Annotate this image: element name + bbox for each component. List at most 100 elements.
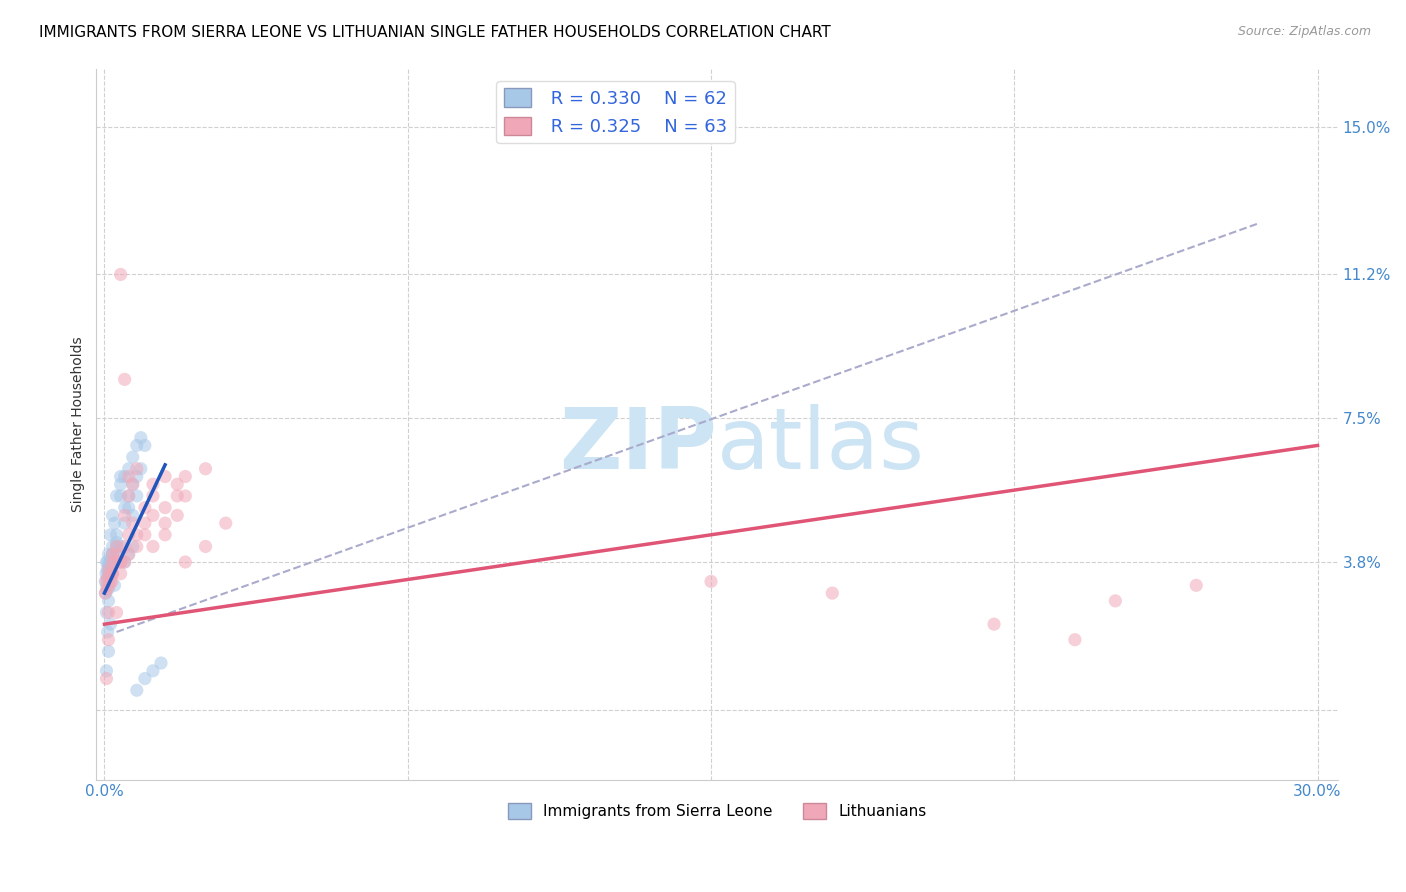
Point xyxy=(100,555,122,569)
Point xyxy=(121,477,143,491)
Point xyxy=(97,644,120,658)
Point xyxy=(97,566,120,581)
Point xyxy=(110,555,132,569)
Point xyxy=(101,566,124,581)
Point xyxy=(121,450,143,464)
Point xyxy=(118,469,141,483)
Point xyxy=(125,540,148,554)
Point xyxy=(121,516,143,530)
Point xyxy=(96,555,118,569)
Point xyxy=(97,594,120,608)
Point xyxy=(103,555,125,569)
Point xyxy=(129,462,152,476)
Point xyxy=(100,555,122,569)
Point xyxy=(105,535,128,549)
Point xyxy=(100,555,122,569)
Point xyxy=(110,268,132,282)
Point xyxy=(97,606,120,620)
Point xyxy=(97,547,120,561)
Point xyxy=(100,617,122,632)
Point xyxy=(114,555,136,569)
Point xyxy=(142,540,165,554)
Y-axis label: Single Father Households: Single Father Households xyxy=(72,336,86,512)
Point xyxy=(142,664,165,678)
Point xyxy=(105,606,128,620)
Point xyxy=(134,528,156,542)
Point xyxy=(1185,578,1208,592)
Point xyxy=(110,477,132,491)
Point xyxy=(129,431,152,445)
Point xyxy=(114,516,136,530)
Point xyxy=(96,578,118,592)
Point xyxy=(114,469,136,483)
Point xyxy=(100,574,122,589)
Point xyxy=(118,462,141,476)
Point xyxy=(118,547,141,561)
Point xyxy=(94,586,117,600)
Point xyxy=(97,632,120,647)
Point xyxy=(134,672,156,686)
Point xyxy=(121,540,143,554)
Point xyxy=(121,508,143,523)
Point xyxy=(114,500,136,515)
Point xyxy=(134,516,156,530)
Point xyxy=(194,540,217,554)
Point xyxy=(134,500,156,515)
Point xyxy=(194,462,217,476)
Text: atlas: atlas xyxy=(717,404,925,487)
Point xyxy=(125,462,148,476)
Point xyxy=(1064,632,1087,647)
Point xyxy=(153,528,176,542)
Point xyxy=(96,672,118,686)
Point xyxy=(97,555,120,569)
Point xyxy=(105,528,128,542)
Point xyxy=(103,555,125,569)
Point xyxy=(174,489,197,503)
Point xyxy=(98,578,121,592)
Point xyxy=(118,489,141,503)
Point xyxy=(98,566,121,581)
Point xyxy=(94,566,117,581)
Point xyxy=(153,469,176,483)
Point xyxy=(166,477,188,491)
Point xyxy=(1104,594,1126,608)
Point xyxy=(105,540,128,554)
Point xyxy=(153,516,176,530)
Point xyxy=(125,683,148,698)
Point xyxy=(97,582,120,597)
Text: IMMIGRANTS FROM SIERRA LEONE VS LITHUANIAN SINGLE FATHER HOUSEHOLDS CORRELATION : IMMIGRANTS FROM SIERRA LEONE VS LITHUANI… xyxy=(39,25,831,40)
Point xyxy=(114,508,136,523)
Point xyxy=(821,586,844,600)
Point xyxy=(101,555,124,569)
Point xyxy=(105,547,128,561)
Point xyxy=(118,547,141,561)
Point xyxy=(125,489,148,503)
Point xyxy=(134,438,156,452)
Point xyxy=(100,528,122,542)
Point xyxy=(118,528,141,542)
Point xyxy=(118,489,141,503)
Point xyxy=(153,500,176,515)
Point xyxy=(174,469,197,483)
Point xyxy=(96,664,118,678)
Point xyxy=(101,540,124,554)
Point xyxy=(97,570,120,584)
Point xyxy=(94,574,117,589)
Point xyxy=(983,617,1005,632)
Point xyxy=(103,578,125,592)
Point xyxy=(101,547,124,561)
Point xyxy=(97,563,120,577)
Point xyxy=(105,540,128,554)
Point xyxy=(142,477,165,491)
Point xyxy=(101,566,124,581)
Point xyxy=(125,469,148,483)
Point xyxy=(700,574,723,589)
Point xyxy=(118,500,141,515)
Point xyxy=(125,528,148,542)
Legend: Immigrants from Sierra Leone, Lithuanians: Immigrants from Sierra Leone, Lithuanian… xyxy=(502,797,932,825)
Point xyxy=(142,508,165,523)
Point xyxy=(125,438,148,452)
Point xyxy=(150,656,173,670)
Point xyxy=(96,582,118,597)
Text: ZIP: ZIP xyxy=(560,404,717,487)
